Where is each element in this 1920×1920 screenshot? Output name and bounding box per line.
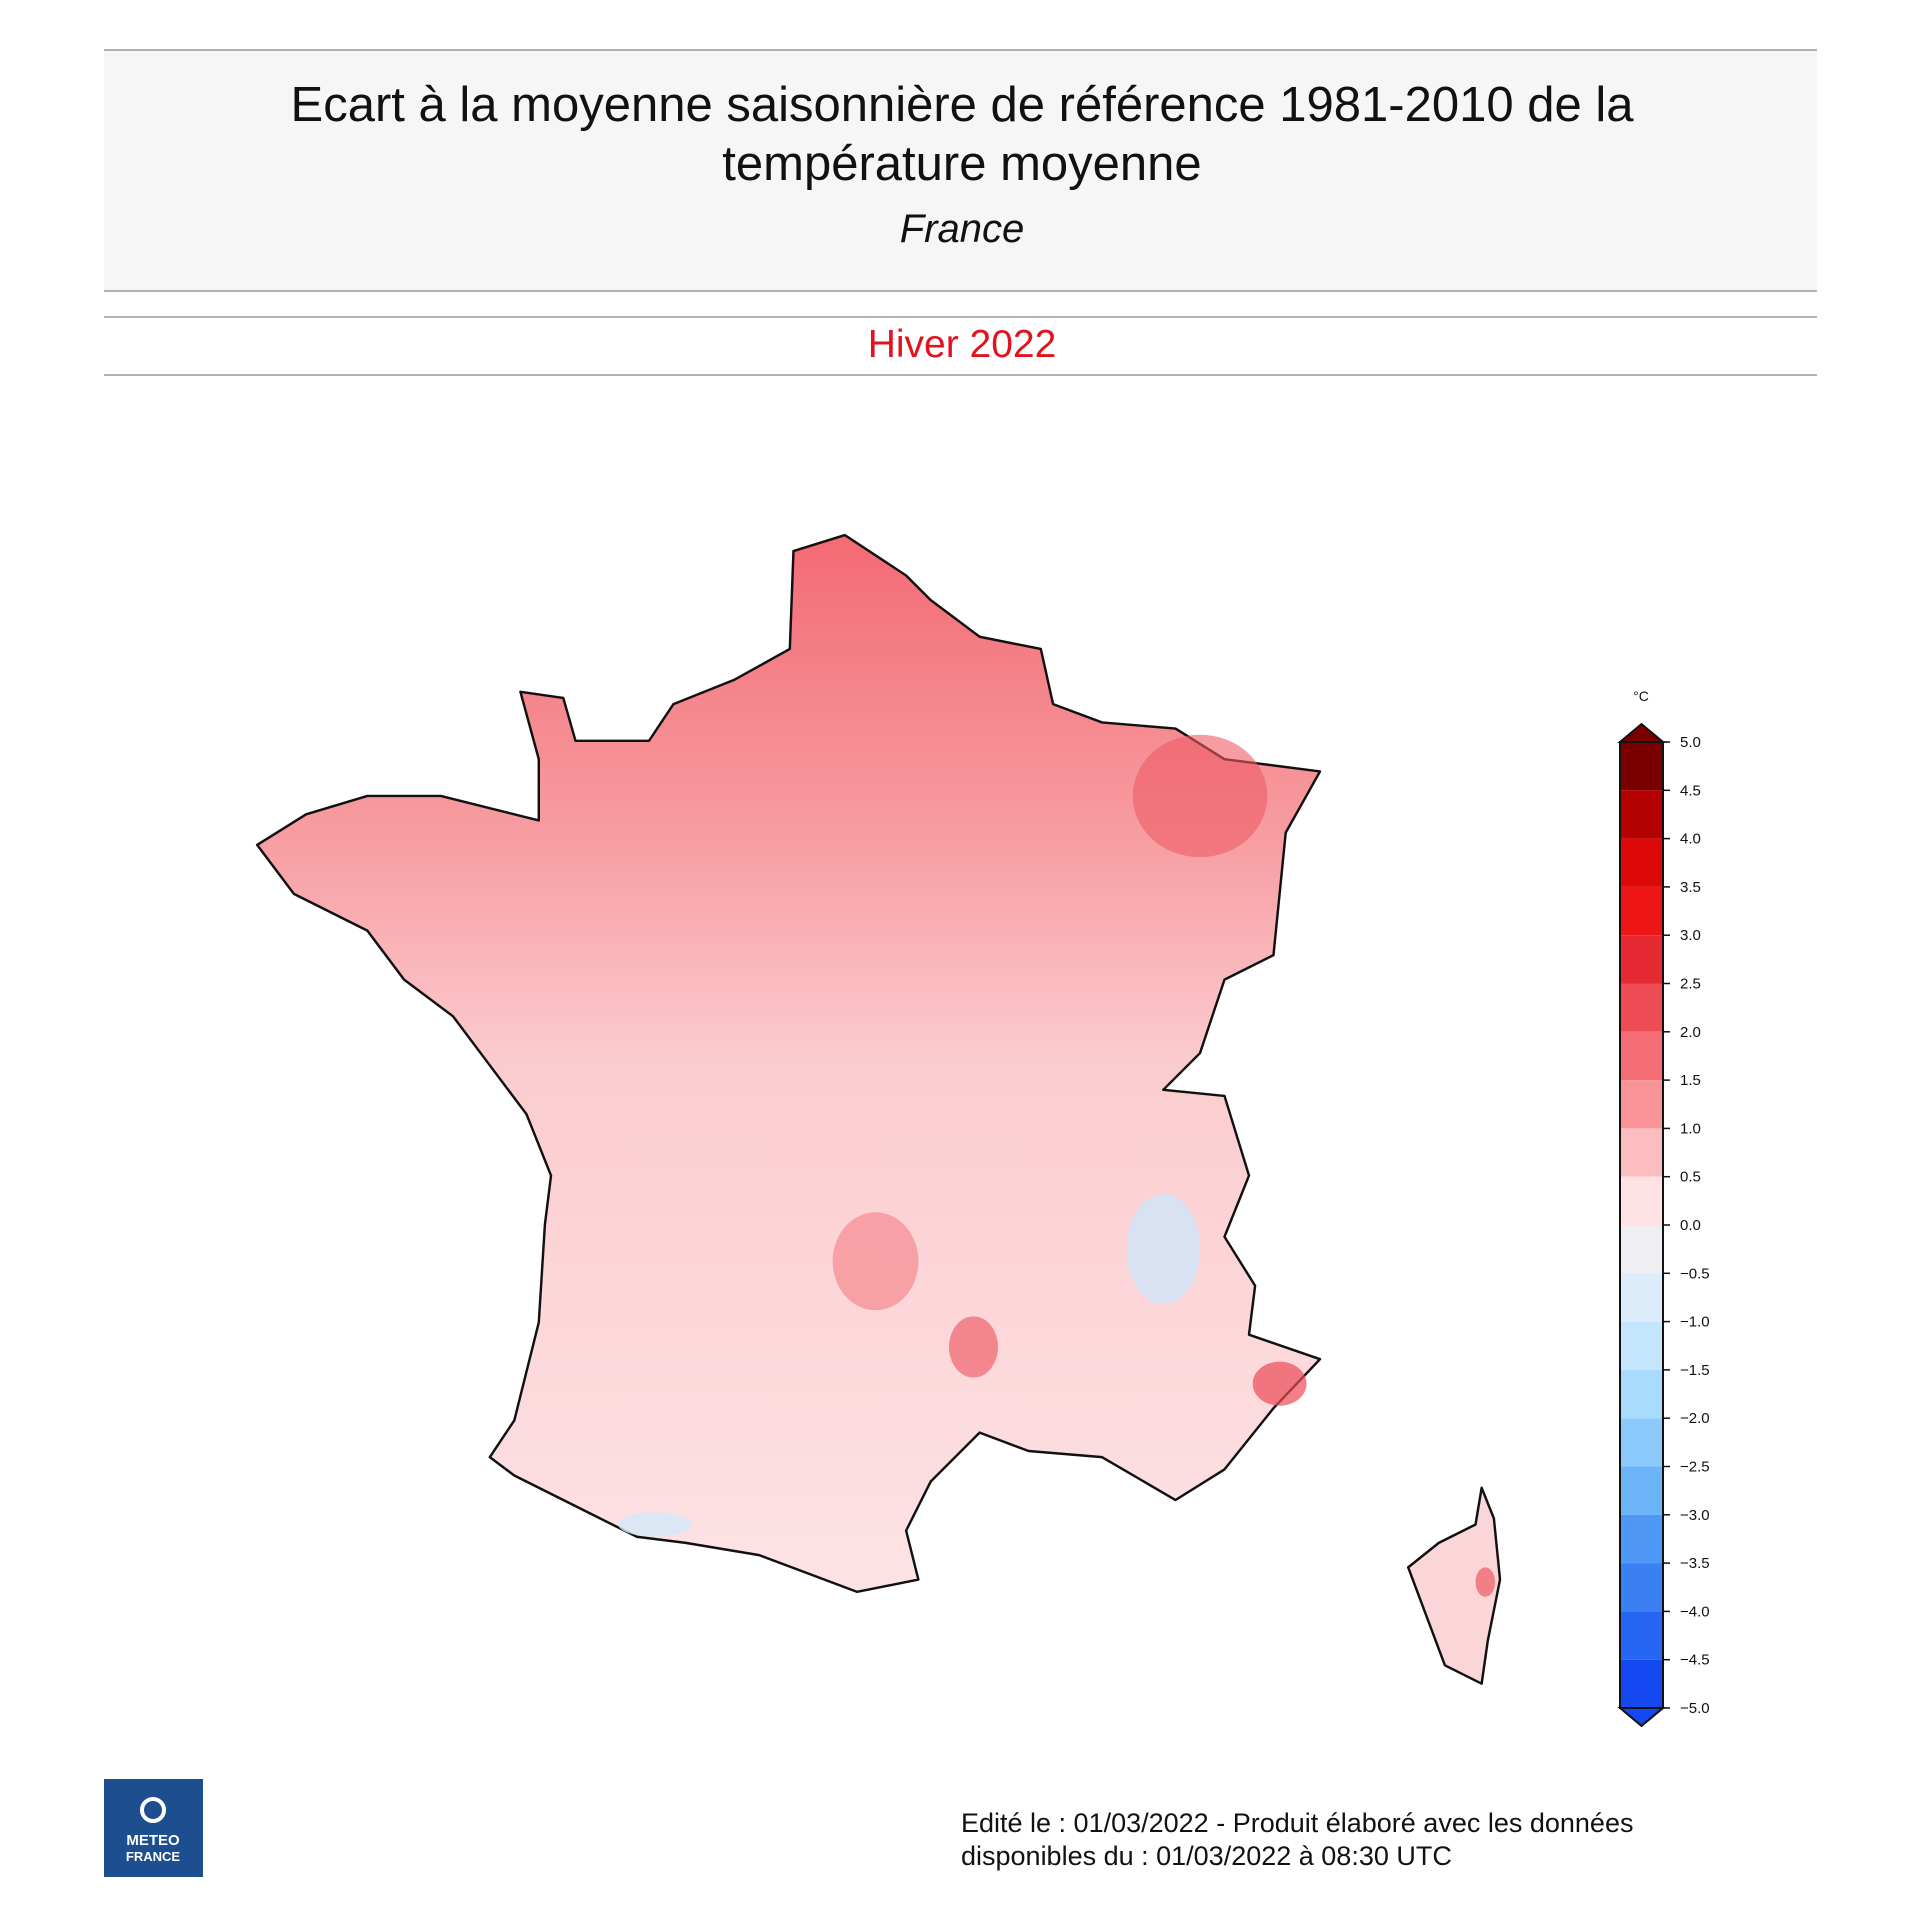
tick-label: −3.0 bbox=[1680, 1507, 1710, 1524]
tick-label: −5.0 bbox=[1680, 1700, 1710, 1717]
color-bin bbox=[1620, 1321, 1663, 1370]
period: Hiver 2022 bbox=[868, 323, 1057, 366]
color-bin bbox=[1620, 742, 1663, 791]
warm-patch bbox=[1252, 1361, 1307, 1406]
color-bin bbox=[1620, 1225, 1663, 1274]
logo-icon bbox=[140, 1797, 166, 1823]
color-bin bbox=[1620, 1369, 1663, 1419]
region: France bbox=[900, 207, 1025, 251]
color-bin bbox=[1620, 983, 1663, 1032]
tick-label: 4.5 bbox=[1680, 782, 1701, 799]
tick-label: 2.5 bbox=[1680, 976, 1701, 993]
header-box bbox=[104, 50, 1817, 291]
color-bin bbox=[1620, 1273, 1663, 1322]
color-bin bbox=[1620, 935, 1663, 984]
logo-text: FRANCE bbox=[126, 1849, 180, 1864]
warm-patch bbox=[832, 1212, 919, 1311]
logo-text: METEO bbox=[126, 1832, 180, 1849]
map bbox=[255, 533, 1502, 1685]
tick-label: 4.0 bbox=[1680, 831, 1701, 848]
arrow-top bbox=[1617, 722, 1666, 743]
warm-patch bbox=[1132, 734, 1268, 858]
tick-label: 1.0 bbox=[1680, 1120, 1701, 1137]
tick-label: 0.0 bbox=[1680, 1217, 1701, 1234]
color-bin bbox=[1620, 1418, 1663, 1467]
color-bin bbox=[1620, 886, 1663, 936]
tick-label: −3.5 bbox=[1680, 1555, 1710, 1572]
tick-label: −4.0 bbox=[1680, 1603, 1710, 1620]
color-bin bbox=[1620, 1563, 1663, 1612]
tick-label: 3.0 bbox=[1680, 927, 1701, 944]
color-bin bbox=[1620, 1659, 1663, 1708]
arrow-bottom bbox=[1617, 1707, 1666, 1728]
tick-label: 1.5 bbox=[1680, 1072, 1701, 1089]
warm-patch bbox=[1475, 1567, 1496, 1597]
color-bin bbox=[1620, 1611, 1663, 1660]
title: température moyenne bbox=[722, 137, 1201, 191]
france-mainland bbox=[255, 533, 1322, 1594]
tick-label: 5.0 bbox=[1680, 734, 1701, 751]
warm-patch bbox=[948, 1316, 998, 1378]
unit: °C bbox=[1633, 688, 1649, 704]
cold-patch bbox=[618, 1512, 692, 1537]
tick-label: −2.0 bbox=[1680, 1410, 1710, 1427]
tick-label: 0.5 bbox=[1680, 1169, 1701, 1186]
color-bin bbox=[1620, 1514, 1663, 1564]
footer: Edité le : 01/03/2022 - Produit élaboré … bbox=[961, 1808, 1633, 1838]
color-bin bbox=[1620, 1080, 1663, 1129]
tick-label: 2.0 bbox=[1680, 1024, 1701, 1041]
tick-label: −0.5 bbox=[1680, 1265, 1710, 1282]
color-bin bbox=[1620, 1031, 1663, 1081]
logo bbox=[104, 1779, 203, 1877]
tick-label: 3.5 bbox=[1680, 879, 1701, 896]
title: Ecart à la moyenne saisonnière de référe… bbox=[291, 78, 1635, 132]
color-bin bbox=[1620, 790, 1663, 839]
cold-patch bbox=[1126, 1193, 1201, 1305]
colorbar: °C 5.0 4.5 4.0 3.5 3.0 2.5 2.0 1.5 1.0 0.5 0.0 −0.5… bbox=[1617, 688, 1710, 1728]
tick-label: −2.5 bbox=[1680, 1459, 1710, 1476]
tick-label: −1.0 bbox=[1680, 1314, 1710, 1331]
tick-label: −1.5 bbox=[1680, 1362, 1710, 1379]
corsica bbox=[1406, 1486, 1502, 1685]
color-bin bbox=[1620, 1466, 1663, 1515]
color-bin bbox=[1620, 838, 1663, 887]
color-bin bbox=[1620, 1176, 1663, 1225]
color-bin bbox=[1620, 1128, 1663, 1177]
tick-label: −4.5 bbox=[1680, 1652, 1710, 1669]
footer: disponibles du : 01/03/2022 à 08:30 UTC bbox=[961, 1841, 1452, 1871]
